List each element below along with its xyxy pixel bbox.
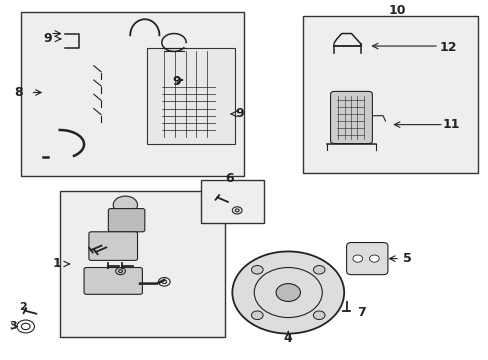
Circle shape <box>251 311 263 320</box>
Text: 4: 4 <box>284 333 292 346</box>
Circle shape <box>113 196 137 214</box>
Circle shape <box>369 255 378 262</box>
Circle shape <box>352 255 362 262</box>
Circle shape <box>276 284 300 301</box>
FancyBboxPatch shape <box>346 243 387 275</box>
Bar <box>60 191 224 337</box>
Text: 8: 8 <box>14 86 22 99</box>
Circle shape <box>232 251 344 334</box>
Circle shape <box>313 311 325 320</box>
Text: 10: 10 <box>388 4 406 17</box>
Text: 7: 7 <box>356 306 365 319</box>
Text: 12: 12 <box>439 41 457 54</box>
Text: 11: 11 <box>442 118 459 131</box>
Bar <box>147 48 234 144</box>
Bar <box>21 12 244 176</box>
Circle shape <box>251 266 263 274</box>
FancyBboxPatch shape <box>89 232 137 260</box>
Text: 6: 6 <box>225 172 234 185</box>
FancyBboxPatch shape <box>330 91 372 144</box>
FancyBboxPatch shape <box>84 267 142 294</box>
Text: 5: 5 <box>402 252 411 265</box>
FancyBboxPatch shape <box>108 208 144 232</box>
Bar <box>201 180 264 223</box>
Circle shape <box>313 266 325 274</box>
Bar <box>302 16 477 173</box>
Text: 1: 1 <box>53 257 61 270</box>
Text: 9: 9 <box>43 32 52 45</box>
Text: 3: 3 <box>10 321 17 332</box>
Text: 9: 9 <box>172 75 181 88</box>
Text: 2: 2 <box>20 302 27 312</box>
Text: 9: 9 <box>235 107 244 120</box>
